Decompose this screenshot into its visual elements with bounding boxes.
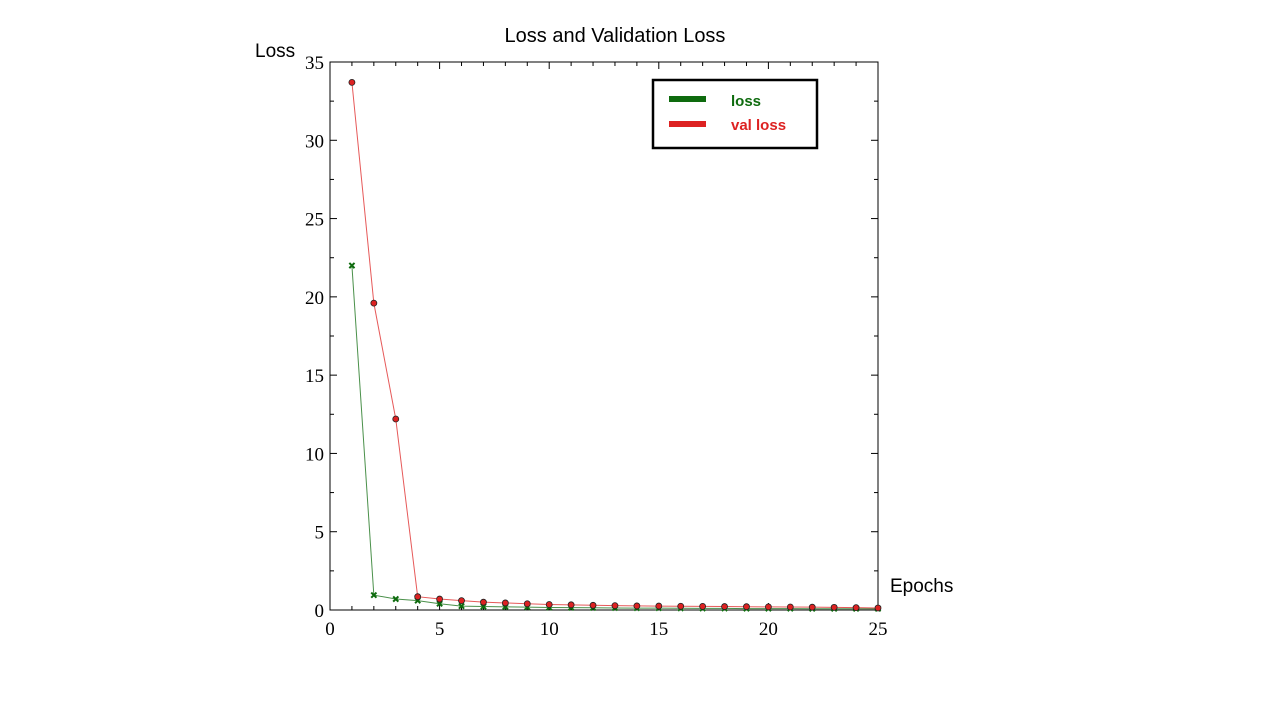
point-val-loss (721, 603, 728, 610)
legend-label-loss: loss (731, 93, 761, 110)
point-loss (436, 600, 443, 608)
point-val-loss (480, 598, 487, 606)
x-tick-label: 5 (435, 619, 445, 640)
legend: loss val loss (651, 78, 819, 150)
point-val-loss (545, 601, 553, 608)
point-val-loss (370, 299, 378, 307)
point-val-loss (436, 595, 444, 603)
y-axis-title: Loss (255, 41, 295, 62)
series-line-val-loss (351, 82, 879, 609)
point-val-loss (458, 597, 465, 605)
point-val-loss (655, 602, 663, 610)
legend-label-val-loss: val loss (731, 117, 786, 134)
y-tick-label: 25 (305, 210, 324, 231)
point-val-loss (699, 602, 707, 610)
y-tick-label: 5 (315, 523, 325, 544)
x-axis-title: Epochs (890, 576, 953, 597)
point-loss (458, 602, 465, 610)
chart-title: Loss and Validation Loss (505, 25, 726, 47)
point-val-loss (523, 600, 531, 608)
series-layer (348, 78, 882, 613)
point-val-loss (874, 604, 882, 612)
point-val-loss (501, 599, 509, 607)
point-loss (348, 262, 356, 269)
x-tick-label: 20 (759, 619, 778, 640)
series-loss (348, 262, 882, 613)
legend-box (651, 78, 819, 150)
point-val-loss (348, 78, 356, 86)
point-loss (370, 591, 378, 599)
point-val-loss (677, 602, 685, 610)
tick-labels: 0 5 10 15 20 25 0 5 10 15 20 25 30 35 (305, 53, 888, 640)
point-val-loss (633, 602, 641, 610)
point-val-loss (852, 604, 860, 612)
y-tick-label: 0 (315, 601, 325, 622)
point-val-loss (414, 593, 422, 601)
y-tick-label: 10 (305, 444, 324, 465)
point-val-loss (611, 602, 619, 610)
series-line-loss (351, 265, 878, 610)
x-tick-label: 15 (649, 619, 668, 640)
x-tick-label: 10 (540, 619, 559, 640)
point-val-loss (567, 601, 575, 609)
point-loss (392, 595, 400, 603)
point-val-loss (765, 603, 772, 611)
point-val-loss (589, 601, 597, 609)
y-tick-label: 15 (305, 366, 324, 387)
y-tick-label: 30 (305, 131, 324, 152)
point-val-loss (743, 603, 750, 611)
series-val-loss (348, 78, 882, 612)
x-tick-label: 25 (869, 619, 888, 640)
y-tick-label: 20 (305, 288, 324, 309)
point-val-loss (392, 415, 400, 423)
point-val-loss (808, 603, 816, 611)
point-val-loss (786, 603, 794, 611)
x-tick-label: 0 (325, 619, 335, 640)
point-val-loss (830, 603, 838, 611)
y-tick-label: 35 (305, 53, 324, 74)
